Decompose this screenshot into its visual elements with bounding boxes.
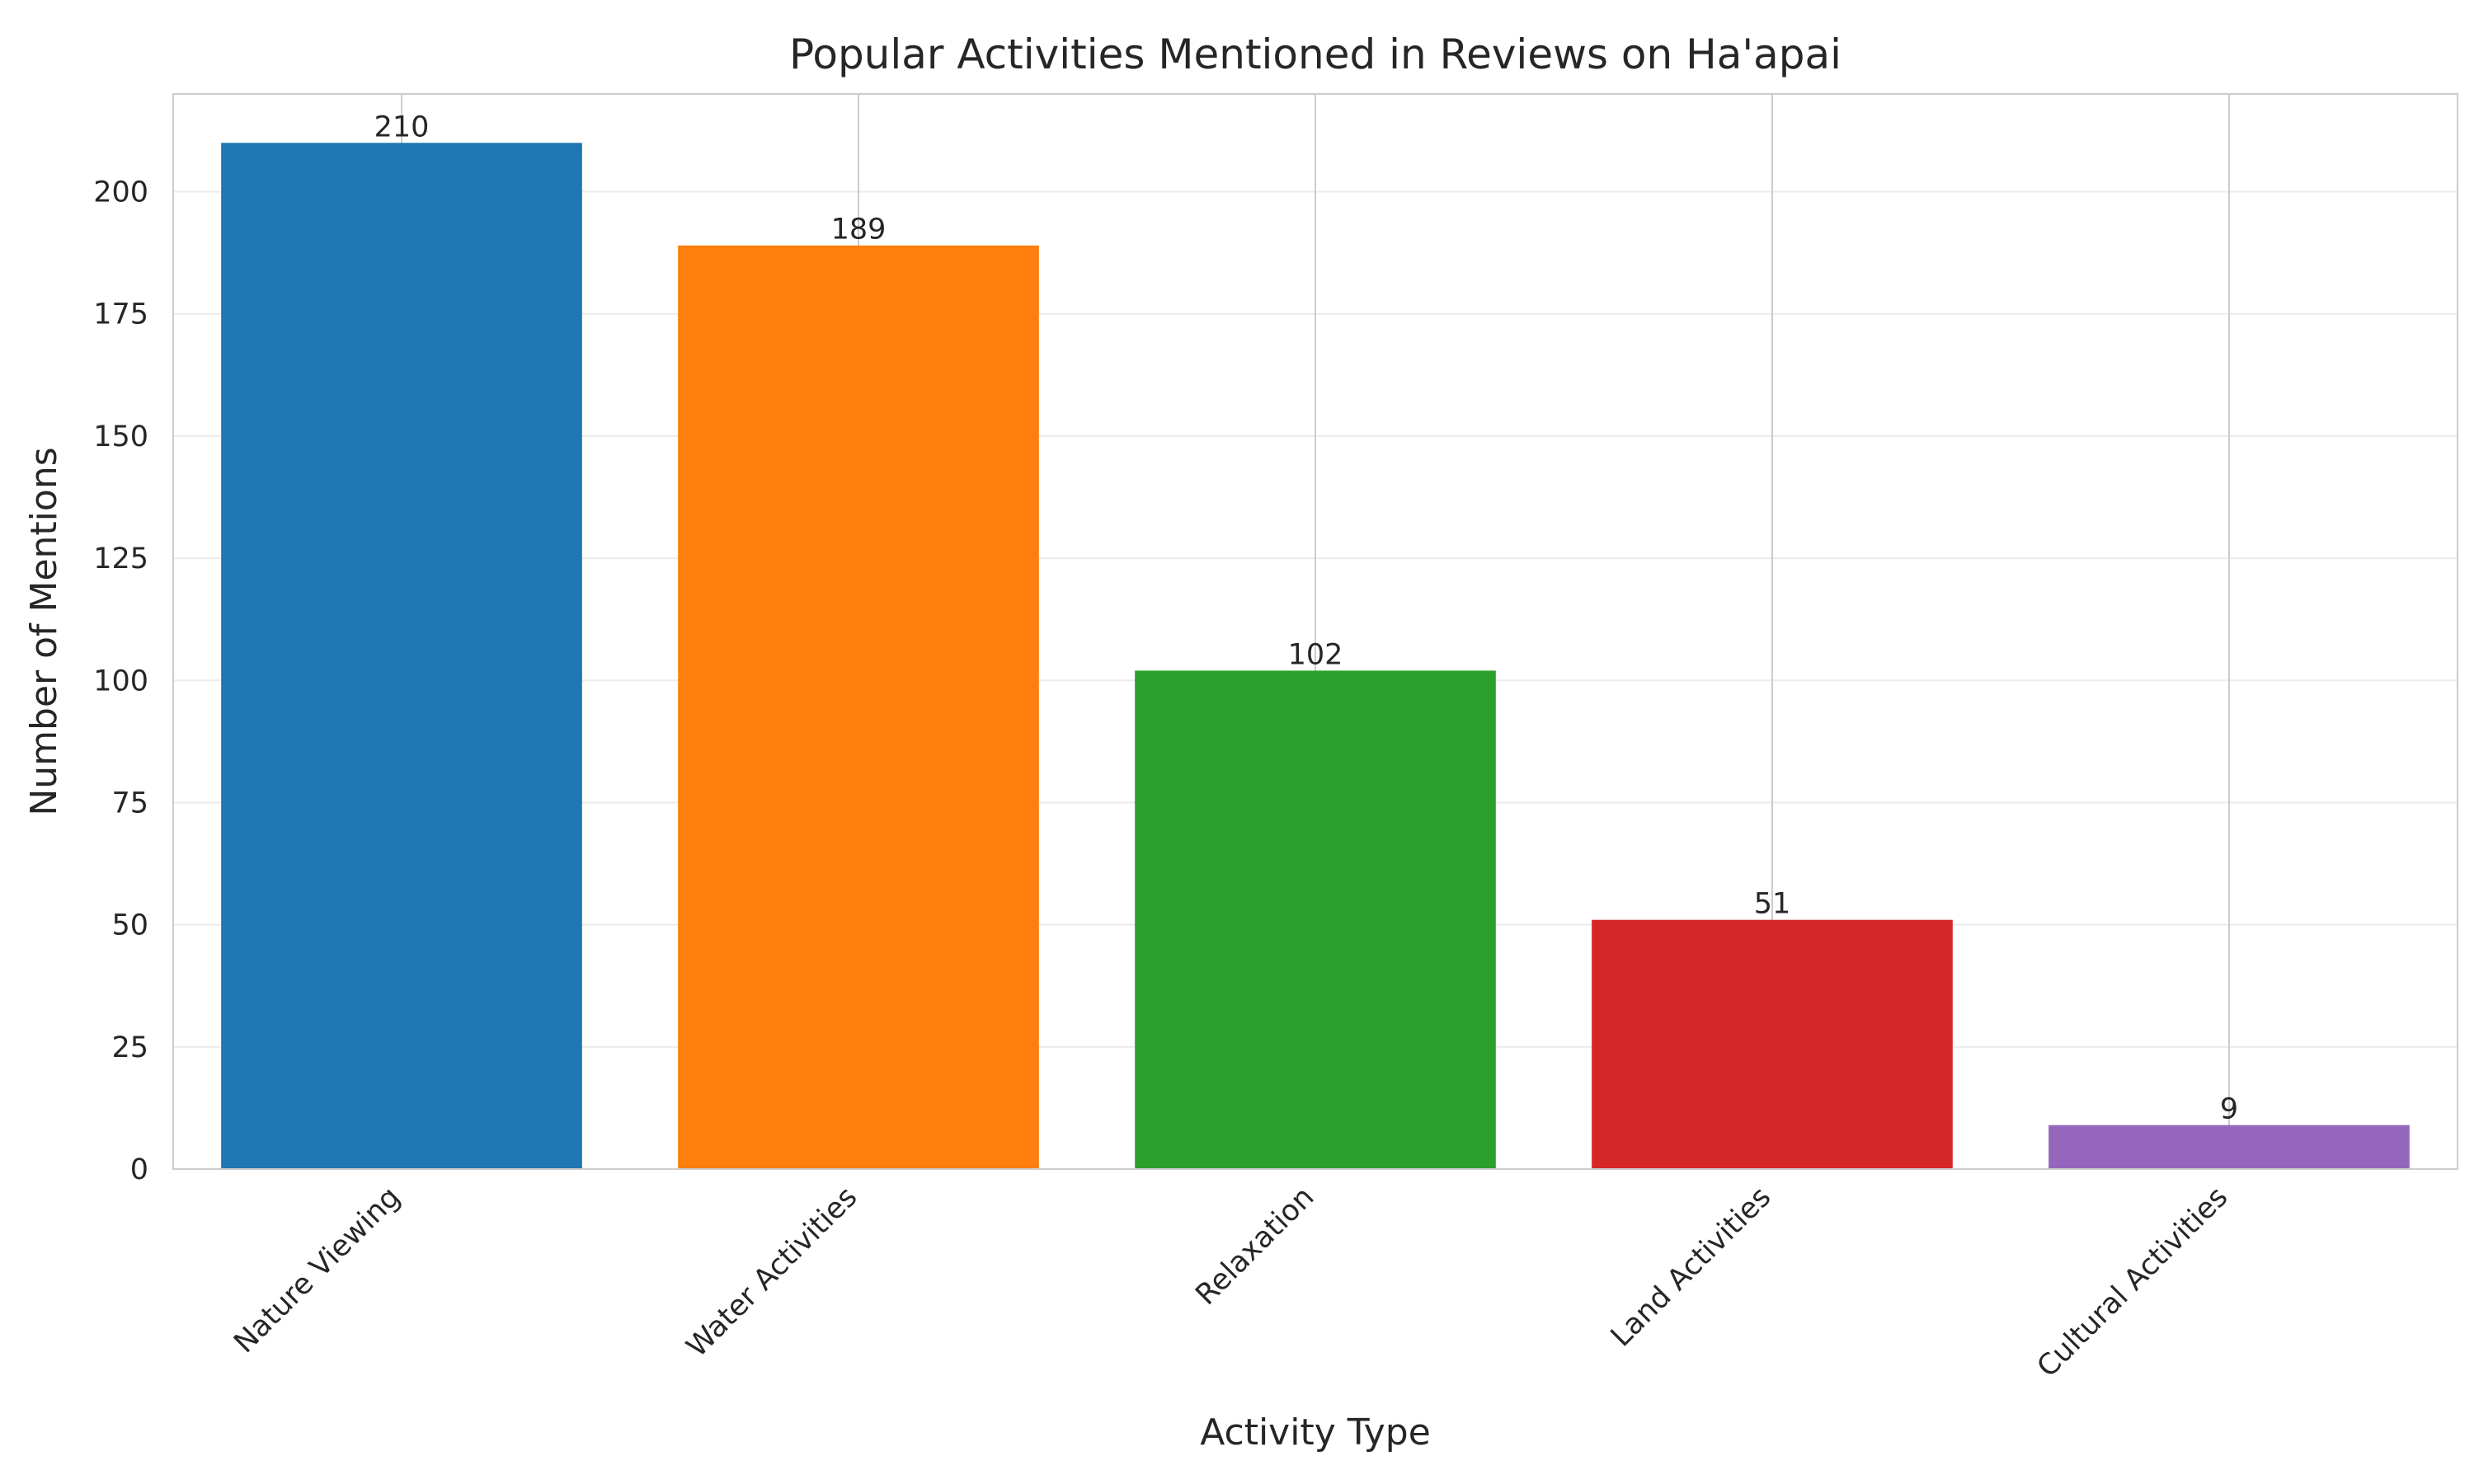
y-tick-label: 150 bbox=[93, 420, 148, 453]
bar-value-label: 102 bbox=[1288, 638, 1343, 671]
y-tick-label: 125 bbox=[93, 542, 148, 575]
y-tick-label: 175 bbox=[93, 298, 148, 331]
bar bbox=[1592, 919, 1953, 1169]
y-tick-label: 200 bbox=[93, 176, 148, 209]
plot-frame bbox=[172, 93, 2458, 1170]
bars bbox=[221, 143, 2410, 1170]
bar bbox=[1135, 670, 1496, 1169]
y-axis-ticks: 0 25 50 75 100 125 150 175 200 bbox=[93, 176, 148, 1186]
data-labels: 210 189 102 51 9 bbox=[374, 110, 2239, 1125]
bar-value-label: 9 bbox=[2220, 1093, 2238, 1126]
x-axis-label: Activity Type bbox=[1200, 1411, 1431, 1453]
y-tick-label: 75 bbox=[111, 787, 148, 819]
bar bbox=[221, 143, 582, 1170]
y-tick-label: 50 bbox=[111, 909, 148, 942]
bar-value-label: 51 bbox=[1754, 888, 1791, 921]
y-axis-label: Number of Mentions bbox=[23, 447, 65, 815]
bar bbox=[2048, 1125, 2410, 1169]
y-tick-label: 25 bbox=[111, 1031, 148, 1064]
y-tick-label: 100 bbox=[93, 665, 148, 697]
bar-value-label: 189 bbox=[831, 214, 887, 247]
chart-title: Popular Activities Mentioned in Reviews … bbox=[789, 31, 1841, 78]
y-tick-label: 0 bbox=[130, 1153, 148, 1186]
bar-value-label: 210 bbox=[374, 110, 430, 143]
bar bbox=[678, 245, 1039, 1169]
